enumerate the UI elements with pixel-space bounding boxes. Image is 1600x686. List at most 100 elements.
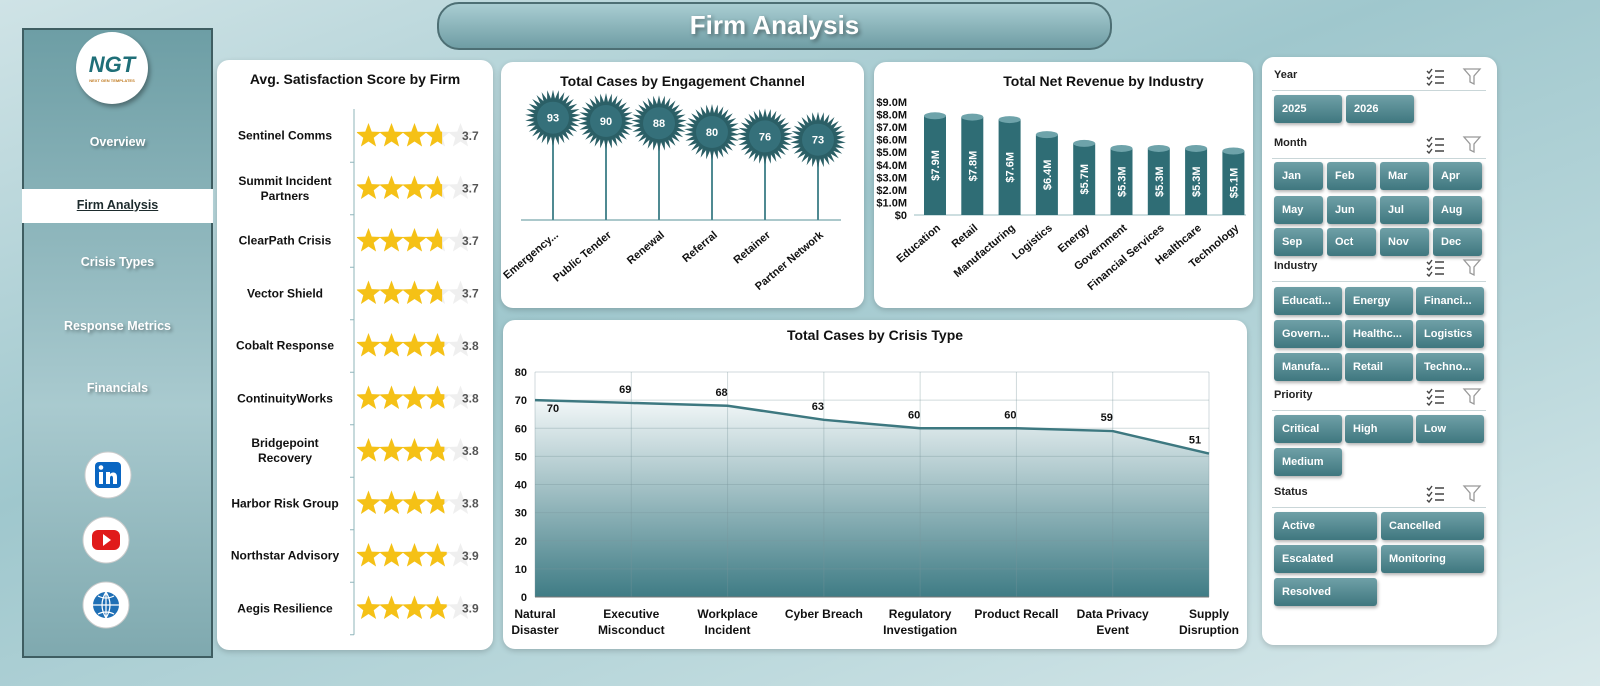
y-tick-label: $6.0M [876, 135, 907, 147]
star-background [448, 123, 473, 147]
slicer-button[interactable]: Healthc... [1345, 320, 1413, 348]
star [425, 438, 445, 462]
star-background [448, 175, 473, 199]
bar [998, 119, 1021, 215]
data-label: 51 [1189, 435, 1201, 447]
slicer-button[interactable]: Sep [1274, 228, 1323, 256]
star [357, 228, 381, 252]
star [425, 228, 443, 252]
y-tick-label: Vector Shield [246, 286, 324, 300]
bar [1110, 148, 1133, 215]
slicer-button[interactable]: Active [1274, 512, 1377, 540]
slicer-button[interactable]: May [1274, 196, 1323, 224]
rating-bar [357, 228, 443, 252]
linkedin-glyph-part [99, 472, 103, 484]
nav-item[interactable]: Crisis Types [80, 255, 155, 269]
slicer-button[interactable]: Manufa... [1274, 353, 1342, 381]
slicer-button[interactable]: Dec [1433, 228, 1482, 256]
x-tick-label: Regulatory Investigation [883, 607, 958, 637]
rating-bar [357, 543, 447, 567]
slicer-button[interactable]: Medium [1274, 448, 1342, 476]
area [535, 400, 1209, 597]
x-tick-label: Public Tender [551, 229, 614, 285]
y-tick-label: $7.0M [876, 122, 907, 134]
star [357, 490, 381, 514]
data-label: 3.9 [462, 602, 479, 616]
slicer-button[interactable]: Nov [1380, 228, 1429, 256]
star [379, 280, 404, 304]
star [402, 280, 427, 304]
slicer-button[interactable]: Retail [1345, 353, 1413, 381]
star [425, 333, 445, 357]
clear-filter-icon [1462, 485, 1482, 503]
x-tick-label: Education [894, 222, 943, 266]
slicer-button[interactable]: Jan [1274, 162, 1323, 190]
line [534, 398, 1210, 455]
star [379, 228, 404, 252]
slicer-button[interactable]: Logistics [1416, 320, 1484, 348]
nav-item[interactable]: Response Metrics [64, 319, 171, 333]
star [402, 543, 427, 567]
star [357, 123, 381, 147]
bar [1222, 150, 1245, 215]
clear-filter-icon [1462, 136, 1482, 154]
star [357, 595, 381, 619]
slicer-button[interactable]: Educati... [1274, 287, 1342, 315]
slicer-button[interactable]: Critical [1274, 415, 1342, 443]
slicer-title: Priority [1274, 389, 1313, 401]
chart-title: Total Cases by Crisis Type [787, 327, 963, 343]
slicer-button[interactable]: Escalated [1274, 545, 1377, 573]
data-label: 93 [547, 113, 559, 125]
star-background [448, 228, 473, 252]
bar-cap [1222, 147, 1245, 155]
slicer-button[interactable]: Energy [1345, 287, 1413, 315]
nav-item[interactable]: Overview [89, 135, 146, 149]
y-tick-label: $4.0M [876, 160, 907, 172]
slicer-button[interactable]: Jul [1380, 196, 1429, 224]
chart-panel: Total Cases by Crisis Type 0 10 20 30 40 50 60 7… [503, 320, 1247, 649]
rating-bar [357, 123, 443, 147]
bar-cap [1185, 144, 1208, 152]
y-tick-label: Sentinel Comms [237, 128, 333, 143]
slicer-button[interactable]: Financi... [1416, 287, 1484, 315]
slicer-button[interactable]: High [1345, 415, 1413, 443]
nav-item[interactable]: Financials [86, 381, 149, 395]
slicer-button[interactable]: 2026 [1346, 95, 1414, 123]
slicer-button[interactable]: Low [1416, 415, 1484, 443]
y-tick-label: $5.0M [876, 147, 907, 159]
nav-item[interactable]: Firm Analysis [76, 198, 159, 212]
logo-text: NGT [88, 52, 136, 77]
data-label: 3.8 [462, 339, 479, 353]
bar [961, 117, 984, 215]
slicer-icons [1426, 136, 1482, 154]
star [402, 228, 427, 252]
slicer-button[interactable]: Jun [1327, 196, 1376, 224]
star [379, 333, 404, 357]
slicer-button[interactable]: Govern... [1274, 320, 1342, 348]
slicer-button[interactable]: Cancelled [1381, 512, 1484, 540]
data-label: 68 [715, 387, 727, 399]
slicer-button[interactable]: Apr [1433, 162, 1482, 190]
y-tick-label: Harbor Risk Group [231, 496, 339, 510]
y-tick-label: 0 [521, 592, 527, 604]
bar-cap [1073, 139, 1096, 147]
star [357, 438, 381, 462]
star [357, 543, 381, 567]
slicer-button[interactable]: Resolved [1274, 578, 1377, 606]
slicer-button[interactable]: Aug [1433, 196, 1482, 224]
slicer-button[interactable]: Oct [1327, 228, 1376, 256]
head-core [643, 107, 675, 140]
slicer-button[interactable]: Monitoring [1381, 545, 1484, 573]
slicer-rule [1272, 90, 1486, 91]
slicer-button[interactable]: Techno... [1416, 353, 1484, 381]
slicer-button[interactable]: 2025 [1274, 95, 1342, 123]
chart-title: Total Net Revenue by Industry [1003, 73, 1204, 89]
logo: NGT NEXT GEN TEMPLATES [76, 32, 148, 104]
y-tick-label: ClearPath Crisis [238, 233, 332, 248]
chart-panel: Total Net Revenue by Industry $0 $1.0M $2.0… [874, 62, 1253, 308]
slicer-button[interactable]: Feb [1327, 162, 1376, 190]
slicer-icons [1426, 259, 1482, 277]
slicer-button[interactable]: Mar [1380, 162, 1429, 190]
x-tick-label: Renewal [625, 229, 667, 267]
star [402, 175, 427, 199]
